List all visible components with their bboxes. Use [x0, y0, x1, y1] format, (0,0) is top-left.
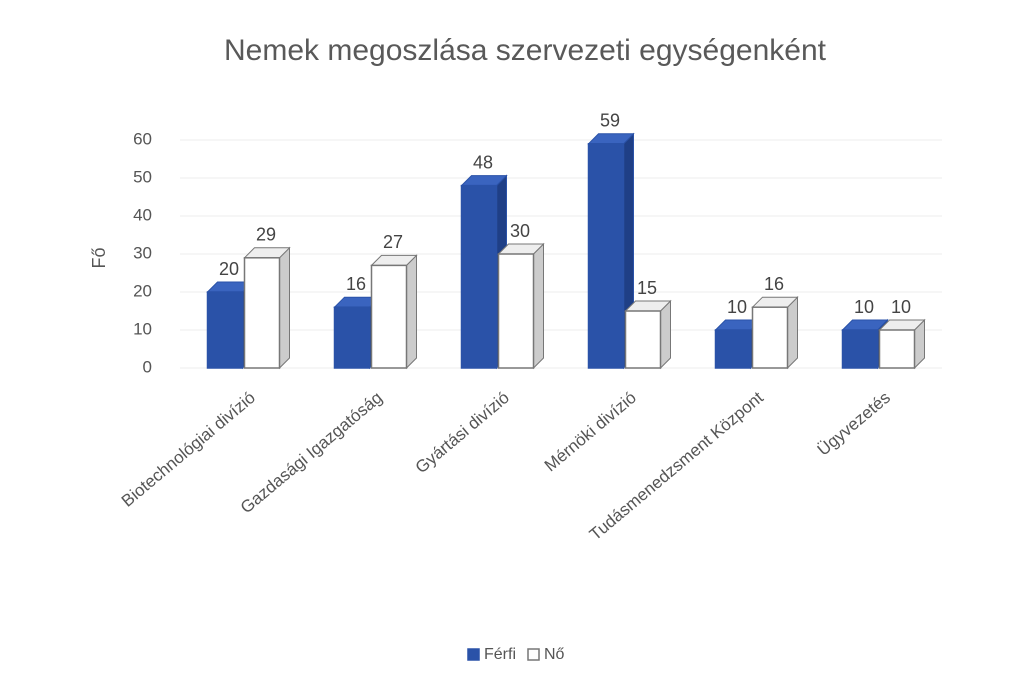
bar — [714, 329, 752, 369]
chart-title: Nemek megoszlása szervezeti egységenként — [224, 34, 827, 67]
y-tick-label: 60 — [133, 129, 152, 148]
data-label: 15 — [637, 278, 657, 298]
legend-swatch — [527, 648, 540, 661]
bar — [841, 329, 879, 369]
y-tick-label: 20 — [133, 281, 152, 300]
data-label: 10 — [891, 297, 911, 317]
bar — [751, 306, 789, 369]
bar — [497, 253, 535, 369]
bar — [460, 184, 498, 369]
bar-side — [406, 254, 417, 370]
x-tick-label: Mérnöki divízió — [541, 388, 640, 475]
y-tick-label: 40 — [133, 205, 152, 224]
bar-side — [533, 242, 544, 370]
x-tick-label: Ügyvezetés — [814, 388, 894, 460]
bar-side — [787, 295, 798, 370]
bar — [878, 329, 916, 369]
bar-side — [279, 246, 290, 370]
bar — [370, 264, 408, 369]
data-label: 48 — [473, 152, 493, 172]
y-tick-label: 10 — [133, 319, 152, 338]
y-tick-label: 0 — [143, 357, 152, 376]
y-tick-label: 50 — [133, 167, 152, 186]
y-tick-label: 30 — [133, 243, 152, 262]
legend-label: Nő — [544, 646, 565, 663]
data-label: 16 — [346, 274, 366, 294]
data-label: 29 — [256, 225, 276, 245]
data-label: 16 — [764, 274, 784, 294]
data-label: 10 — [727, 297, 747, 317]
data-label: 20 — [219, 259, 239, 279]
bar — [243, 257, 281, 369]
bar — [587, 143, 625, 369]
y-axis-label: Fő — [89, 247, 109, 268]
bar — [624, 310, 662, 369]
legend-swatch — [467, 648, 480, 661]
data-label: 59 — [600, 111, 620, 131]
bar — [333, 306, 371, 369]
x-tick-label: Biotechnológiai divízió — [118, 388, 259, 511]
legend-label: Férfi — [484, 646, 516, 663]
data-label: 27 — [383, 232, 403, 252]
data-label: 10 — [854, 297, 874, 317]
x-tick-label: Gyártási divízió — [412, 388, 513, 477]
x-tick-label: Gazdasági Igazgatóság — [237, 388, 386, 517]
bar — [206, 291, 244, 369]
bar-side — [660, 299, 671, 370]
data-label: 30 — [510, 221, 530, 241]
